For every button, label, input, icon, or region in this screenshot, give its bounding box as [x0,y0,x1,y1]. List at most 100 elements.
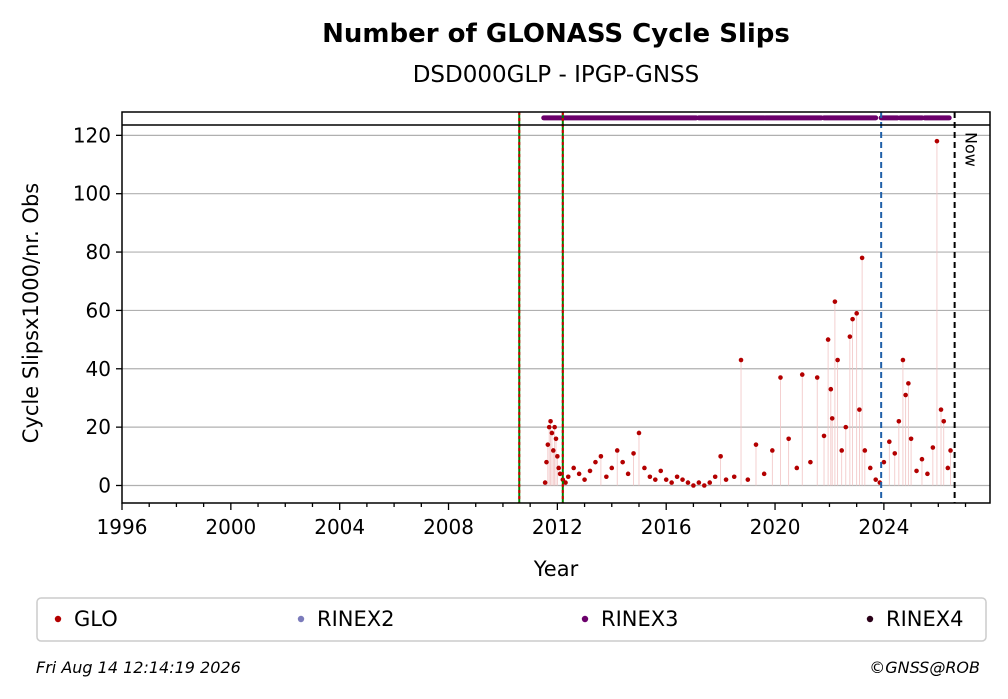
legend-marker [866,615,874,623]
x-tick-label: 2004 [314,515,365,539]
data-point [925,471,930,477]
grid [122,134,990,487]
data-point [881,459,887,465]
data-point [598,454,604,459]
x-tick-label: 2016 [641,515,692,539]
y-tick-label: 40 [86,357,111,381]
x-tick-label: 2008 [423,515,474,539]
data-point [854,311,859,316]
legend: GLO RINEX2 RINEX3 RINEX4 [36,597,987,642]
data-point [696,480,702,485]
data-point [571,465,576,471]
y-axis-label: Cycle Slipsx1000/nr. Obs [19,183,43,443]
data-point [631,451,636,456]
data-point [593,459,598,465]
data-point [545,442,551,447]
y-tick-label: 0 [98,473,111,497]
chart-subtitle: DSD000GLP - IPGP-GNSS [413,62,700,88]
x-tick-label: 2012 [532,515,583,539]
data-point [828,386,834,392]
data-point [753,442,759,447]
vertical-lines-group: Now [518,112,981,503]
data-point [544,459,549,465]
data-point [625,471,631,477]
y-tick-label: 20 [86,415,111,439]
data-point [778,375,783,380]
data-point [707,480,713,485]
x-tick-label: 2020 [750,515,801,539]
x-tick-label: 2024 [858,515,909,539]
data-point [604,474,609,480]
data-point [839,448,845,453]
data-point [948,448,953,453]
data-point [892,451,898,456]
data-point [900,357,906,363]
data-point [867,465,873,471]
data-point [770,448,775,453]
data-point [636,430,642,436]
data-point [887,439,892,445]
data-point [642,465,647,471]
legend-marker [54,615,62,623]
data-point [738,357,744,363]
data-point [548,418,553,424]
data-point [896,418,902,424]
data-point [555,454,560,459]
data-point [835,357,840,363]
data-point [808,459,813,465]
legend-label: RINEX3 [601,607,679,631]
data-point [669,480,674,485]
data-point [919,456,925,462]
x-axis-label: Year [533,557,579,581]
data-point [663,477,669,482]
data-point [832,299,838,304]
data-point [945,465,951,471]
data-point [556,465,562,471]
data-point [620,459,625,465]
data-point [847,334,853,339]
data-point [862,448,868,453]
data-point [712,474,718,480]
now-label: Now [962,132,981,167]
data-point [934,138,940,144]
data-point [799,372,805,377]
data-point [576,471,582,477]
data-point [582,477,587,482]
timestamp: Fri Aug 14 12:14:19 2026 [36,658,241,677]
stems-group [547,141,951,486]
legend-label: GLO [74,607,118,631]
data-point [906,381,911,386]
data-point [829,416,835,421]
data-point [614,448,620,453]
data-point [745,477,751,482]
data-point [723,477,729,482]
data-point [563,480,568,485]
x-tick-label: 1996 [97,515,148,539]
data-point [857,407,862,412]
data-point [938,407,944,412]
data-point [550,448,556,453]
data-point [930,445,936,450]
x-tick-label: 2000 [205,515,256,539]
data-point [843,424,849,430]
data-point [552,424,557,430]
legend-label: RINEX4 [886,607,964,631]
data-point [691,483,696,488]
data-point [565,474,571,480]
data-point [761,471,767,477]
y-axis: 0 20 40 60 80 100 120 [73,123,122,497]
data-point [701,483,707,488]
data-point [546,424,552,430]
data-point [825,337,831,342]
legend-box [36,597,987,642]
data-point [903,392,908,398]
data-point [786,436,791,442]
data-point [850,316,855,322]
data-point [680,477,685,482]
y-tick-label: 80 [86,240,111,264]
data-point [941,418,947,424]
data-point [658,468,664,474]
data-point [553,436,559,442]
legend-marker [581,615,589,623]
